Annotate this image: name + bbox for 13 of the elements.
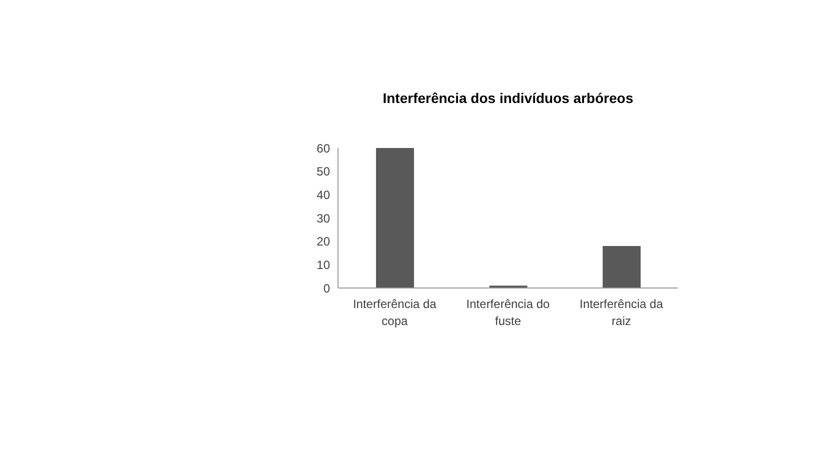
y-tick-label: 60 — [316, 141, 330, 156]
y-tick-label: 20 — [316, 234, 330, 249]
chart-title: Interferência dos indivíduos arbóreos — [382, 90, 634, 106]
y-tick-label: 0 — [323, 281, 330, 296]
y-tick-label: 40 — [316, 188, 330, 202]
y-tick-label: 30 — [316, 211, 330, 226]
x-tick-label: Interferência da raiz — [580, 297, 664, 328]
x-tick-label: Interferência da copa — [352, 297, 437, 328]
y-tick-label: 10 — [316, 258, 330, 272]
bar — [602, 246, 641, 288]
bar — [376, 148, 414, 288]
x-tick-label: Interferência do fuste — [466, 297, 550, 328]
y-tick-label: 50 — [316, 164, 330, 179]
